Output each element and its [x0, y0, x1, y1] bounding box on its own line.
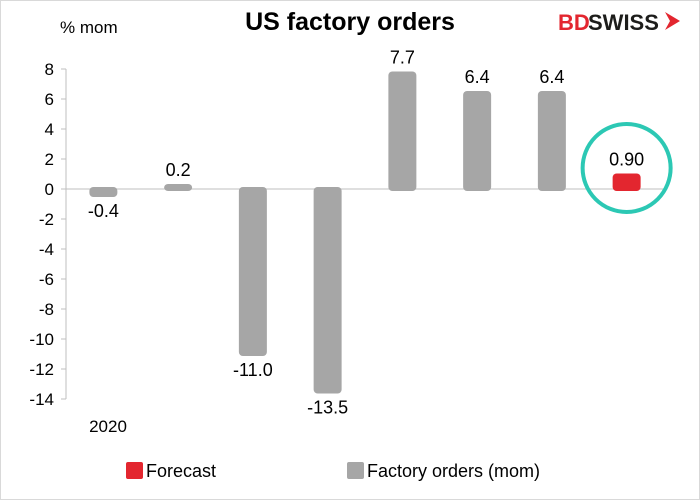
- y-tick-label: -4: [39, 240, 54, 259]
- unit-label: % mom: [60, 18, 118, 37]
- y-tick-label: 0: [45, 180, 54, 199]
- logo-text-swiss: SWISS: [588, 10, 659, 35]
- y-tick-label: -14: [29, 390, 54, 409]
- y-tick-label: 4: [45, 120, 54, 139]
- chart-title: US factory orders: [245, 8, 455, 36]
- data-label: -11.0: [233, 360, 273, 380]
- y-tick-label: -10: [29, 330, 54, 349]
- data-label: -13.5: [307, 398, 348, 418]
- y-axis: 8 6 4 2 0 -2 -4 -6 -8 -10 -12 -14: [29, 60, 664, 409]
- data-label: 6.4: [539, 67, 564, 87]
- y-tick-label: -6: [39, 270, 54, 289]
- data-label: 0.2: [166, 160, 191, 180]
- data-label: 7.7: [390, 48, 415, 68]
- bar: [612, 173, 641, 191]
- legend-swatch-factory-orders: [347, 462, 364, 479]
- legend: Forecast Factory orders (mom): [126, 461, 540, 481]
- data-labels: -0.4 0.2 -11.0 -13.5 7.7 6.4 6.4 0.90: [88, 48, 673, 418]
- y-tick-label: 8: [45, 60, 54, 79]
- bar: [388, 71, 417, 191]
- highlight-circle: [580, 122, 673, 214]
- y-tick-label: 6: [45, 90, 54, 109]
- year-label: 2020: [89, 417, 127, 436]
- y-tick-label: 2: [45, 150, 54, 169]
- data-label: 0.90: [609, 150, 644, 170]
- bar: [238, 187, 267, 356]
- legend-label-forecast: Forecast: [146, 461, 216, 481]
- y-tick-label: -2: [39, 210, 54, 229]
- data-label: 6.4: [465, 67, 490, 87]
- brand-logo: BD SWISS: [558, 10, 680, 35]
- legend-swatch-forecast: [126, 462, 143, 479]
- arrow-chevron-icon: [665, 12, 680, 30]
- y-tick-label: -12: [29, 360, 54, 379]
- bar: [537, 91, 566, 191]
- legend-label-factory-orders: Factory orders (mom): [367, 461, 540, 481]
- logo-text-bd: BD: [558, 10, 590, 35]
- bars: [89, 71, 641, 394]
- bar: [313, 187, 342, 394]
- y-tick-label: -8: [39, 300, 54, 319]
- bar: [89, 187, 118, 197]
- bar: [463, 91, 492, 191]
- bar: [164, 184, 193, 191]
- data-label: -0.4: [88, 201, 119, 221]
